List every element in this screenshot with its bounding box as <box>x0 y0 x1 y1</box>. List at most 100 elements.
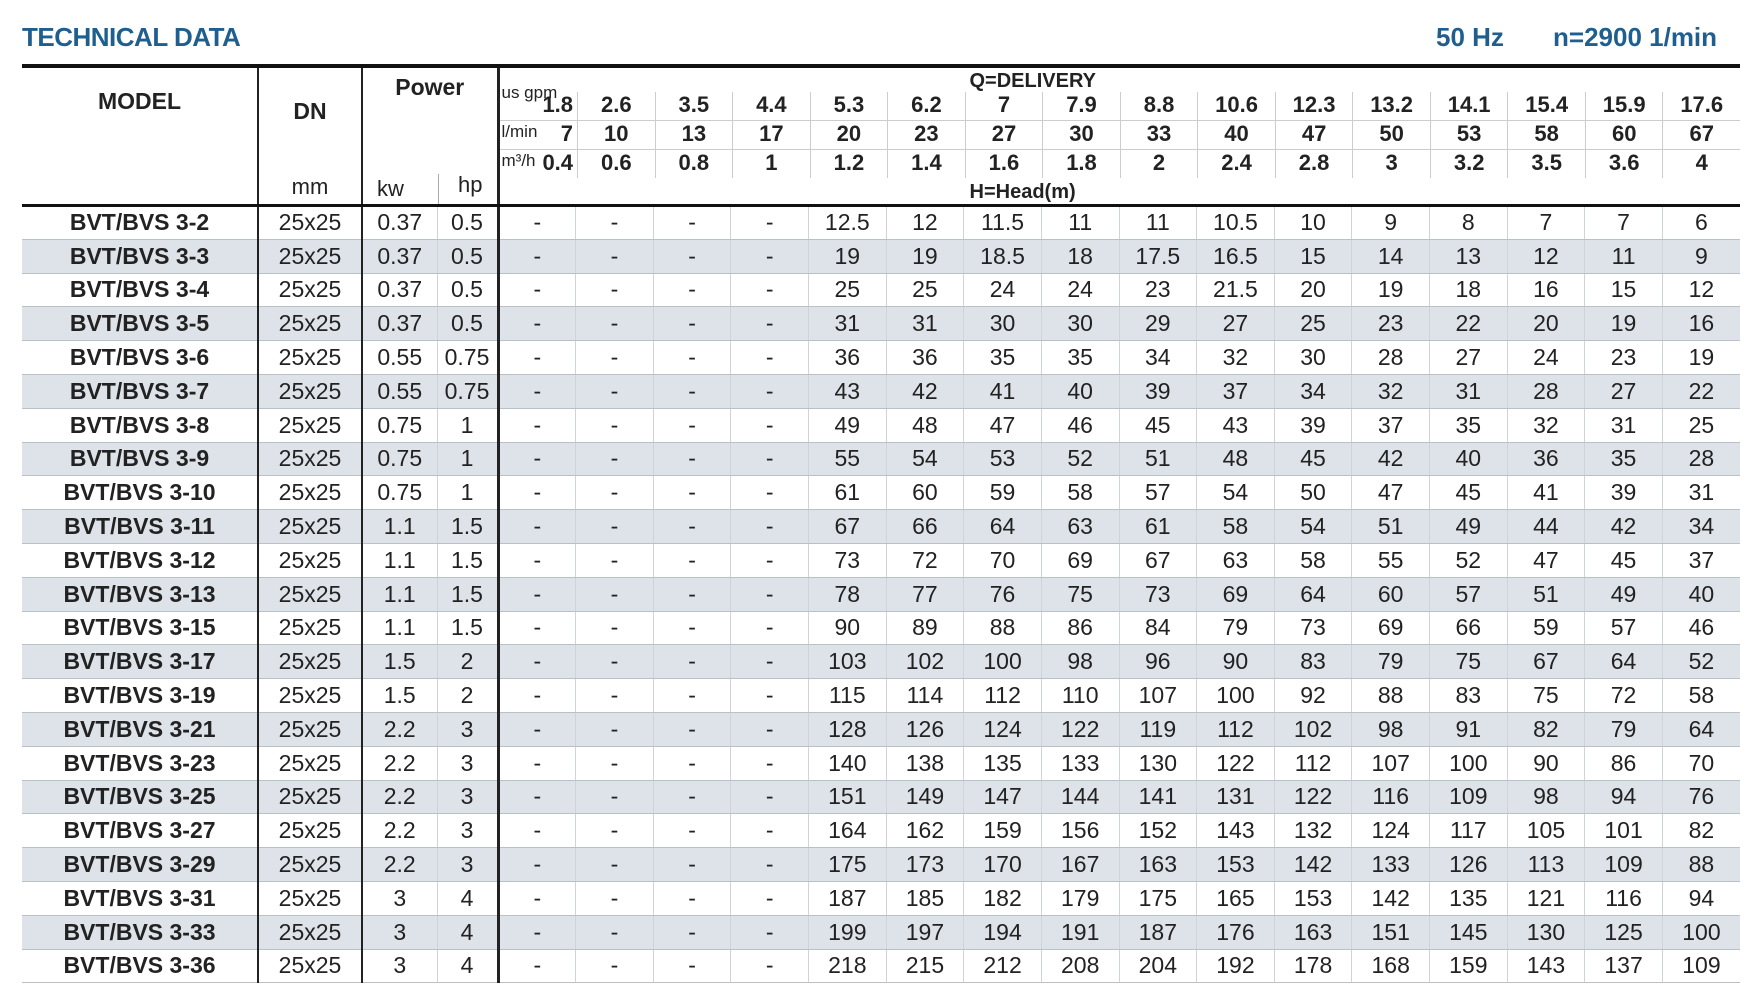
head-cell: 18.5 <box>963 239 1042 274</box>
kw-cell: 2.2 <box>361 780 437 815</box>
head-cell: 57 <box>1118 475 1197 511</box>
head-cell: 98 <box>1351 712 1430 747</box>
head-cell: 39 <box>1584 475 1663 511</box>
head-cell: 126 <box>885 712 964 747</box>
head-cell: 82 <box>1661 813 1740 849</box>
head-cell: 69 <box>1196 577 1275 612</box>
dn-cell: 25x25 <box>257 644 362 680</box>
flow-gpm-value: 13.2 <box>1352 92 1430 121</box>
head-cell: 36 <box>885 340 964 375</box>
head-cell: 30 <box>963 306 1042 342</box>
head-cell: 147 <box>963 780 1042 815</box>
head-cell: - <box>496 509 576 544</box>
head-cell: 12.5 <box>808 205 887 240</box>
head-cell: 143 <box>1506 949 1585 984</box>
hp-cell: 0.5 <box>436 239 498 274</box>
table-row: BVT/BVS 3-10 25x25 0.75 1- - - -61 60 59 58 57 54 50… <box>22 475 1740 511</box>
head-cell: 70 <box>963 543 1042 578</box>
head-cell: 138 <box>885 746 964 781</box>
head-cell: - <box>652 577 731 612</box>
model-cell: BVT/BVS 3-33 <box>22 915 258 950</box>
head-cell: 40 <box>1661 577 1740 612</box>
head-cell: 75 <box>1429 644 1508 680</box>
head-cell: - <box>730 644 809 680</box>
head-cell: - <box>730 780 809 815</box>
head-cell: - <box>496 374 576 409</box>
head-cell: 34 <box>1661 509 1740 544</box>
head-cell: - <box>575 915 654 950</box>
table-row: BVT/BVS 3-2 25x25 0.37 0.5- - - -12.5 12 11.5 11 1… <box>22 205 1740 240</box>
hp-cell: 1 <box>436 442 498 477</box>
head-cell: 11.5 <box>963 205 1042 240</box>
head-cell: 109 <box>1429 780 1508 815</box>
table-row: BVT/BVS 3-13 25x25 1.1 1.5- - - -78 77 76 75 73 69 6… <box>22 577 1740 612</box>
head-cell: 162 <box>885 813 964 849</box>
dn-cell: 25x25 <box>257 475 362 511</box>
head-cell: 90 <box>808 611 887 646</box>
head-cell: 100 <box>1661 915 1740 950</box>
head-cell: 28 <box>1661 442 1740 477</box>
head-cell: 135 <box>963 746 1042 781</box>
flow-gpm-value: 7 <box>964 92 1043 121</box>
dn-cell: 25x25 <box>257 306 362 342</box>
head-cell: - <box>652 374 731 409</box>
head-cell: - <box>652 915 731 950</box>
flow-gpm-value: 2.6 <box>577 92 655 121</box>
head-cell: - <box>575 374 654 409</box>
head-cell: - <box>730 577 809 612</box>
technical-data-table: MODEL DN mm Power kw hp Q=DELIVERY us gpm 1.8 2.6… <box>22 64 1740 984</box>
kw-cell: 1.5 <box>361 644 437 680</box>
head-cell: 27 <box>1429 340 1508 375</box>
head-cell: 31 <box>808 306 887 342</box>
head-cell: 23 <box>1584 340 1663 375</box>
head-cell: 31 <box>1429 374 1508 409</box>
head-cell: 55 <box>1351 543 1430 578</box>
page-title: TECHNICAL DATA <box>22 22 241 52</box>
head-cell: 51 <box>1118 442 1197 477</box>
head-cell: 107 <box>1118 678 1197 713</box>
head-cell: 35 <box>963 340 1042 375</box>
dn-cell: 25x25 <box>257 746 362 781</box>
flow-m3h-value: 2.8 <box>1274 150 1353 178</box>
dn-cell: 25x25 <box>257 273 362 308</box>
head-cell: 37 <box>1196 374 1275 409</box>
flow-value: 0.4 <box>542 150 574 175</box>
hp-cell: 3 <box>436 847 498 882</box>
head-cell: 9 <box>1351 205 1430 240</box>
head-cell: 124 <box>963 712 1042 747</box>
head-cell: 105 <box>1506 813 1585 849</box>
power-header: Power kw hp <box>362 66 500 207</box>
head-cell: 45 <box>1584 543 1663 578</box>
model-cell: BVT/BVS 3-11 <box>22 509 258 544</box>
model-cell: BVT/BVS 3-4 <box>22 273 258 308</box>
flow-gpm-value: 7.9 <box>1042 92 1120 121</box>
head-cell: 151 <box>1351 915 1430 950</box>
speed-label: n=2900 1/min <box>1553 22 1718 52</box>
head-cell: 7 <box>1506 205 1585 240</box>
head-cell: 52 <box>1040 442 1119 477</box>
head-cell: 212 <box>963 949 1042 984</box>
head-cell: 12 <box>1661 273 1740 308</box>
head-cell: 192 <box>1196 949 1275 984</box>
head-cell: 67 <box>808 509 887 544</box>
head-cell: 57 <box>1429 577 1508 612</box>
head-cell: 199 <box>808 915 887 950</box>
head-cell: 128 <box>808 712 887 747</box>
dn-unit: mm <box>291 174 329 199</box>
table-row: BVT/BVS 3-33 25x25 3 4- - - -199 197 194 191 187 17… <box>22 915 1740 950</box>
flow-gpm-value: 12.3 <box>1274 92 1353 121</box>
model-cell: BVT/BVS 3-3 <box>22 239 258 274</box>
head-cell: 24 <box>1506 340 1585 375</box>
head-cell: - <box>730 273 809 308</box>
head-cell: 8 <box>1429 205 1508 240</box>
head-cell: 30 <box>1040 306 1119 342</box>
table-row: BVT/BVS 3-3 25x25 0.37 0.5- - - -19 19 18.5 18 17.… <box>22 239 1740 274</box>
head-cell: - <box>575 881 654 916</box>
head-cell: 24 <box>963 273 1042 308</box>
head-cell: 178 <box>1273 949 1352 984</box>
head-cell: 45 <box>1429 475 1508 511</box>
head-cell: 40 <box>1040 374 1119 409</box>
head-cell: 11 <box>1118 205 1197 240</box>
head-cell: 153 <box>1273 881 1352 916</box>
head-cell: - <box>730 205 809 240</box>
